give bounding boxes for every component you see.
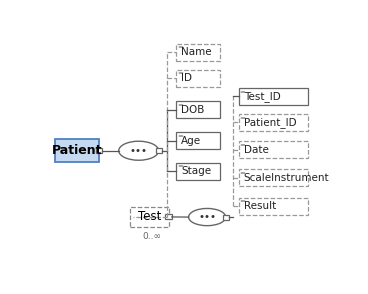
FancyBboxPatch shape: [238, 169, 308, 186]
Text: Result: Result: [244, 201, 276, 211]
FancyBboxPatch shape: [130, 207, 169, 227]
FancyBboxPatch shape: [176, 101, 220, 118]
Text: ScaleInstrument: ScaleInstrument: [244, 173, 329, 183]
Text: =: =: [177, 71, 183, 77]
Ellipse shape: [119, 141, 159, 160]
Text: =: =: [240, 170, 245, 176]
Text: ID: ID: [181, 73, 192, 83]
FancyBboxPatch shape: [54, 139, 99, 162]
Text: =: =: [240, 199, 245, 205]
Text: =: =: [240, 89, 245, 95]
FancyBboxPatch shape: [238, 88, 308, 105]
FancyBboxPatch shape: [176, 132, 220, 149]
Text: Date: Date: [244, 145, 269, 155]
Text: =: =: [177, 163, 183, 170]
Text: =: =: [177, 45, 183, 51]
FancyBboxPatch shape: [176, 70, 220, 87]
Text: Name: Name: [181, 47, 212, 57]
Text: =: =: [177, 133, 183, 139]
Ellipse shape: [188, 208, 226, 226]
FancyBboxPatch shape: [238, 198, 308, 215]
Text: 0..∞: 0..∞: [143, 232, 162, 241]
Bar: [223, 215, 229, 220]
Text: Test_ID: Test_ID: [244, 91, 280, 102]
Text: =: =: [240, 115, 245, 121]
Text: Stage: Stage: [181, 166, 211, 176]
Text: DOB: DOB: [181, 105, 204, 115]
Bar: [166, 214, 172, 219]
Text: =: =: [177, 102, 183, 108]
FancyBboxPatch shape: [238, 114, 308, 131]
Text: •••: •••: [198, 212, 216, 222]
Text: =: =: [240, 142, 245, 148]
Text: Patient_ID: Patient_ID: [244, 117, 296, 128]
FancyBboxPatch shape: [176, 44, 220, 61]
FancyBboxPatch shape: [176, 163, 220, 180]
Bar: [156, 148, 162, 153]
FancyBboxPatch shape: [238, 141, 308, 158]
Text: Patient: Patient: [52, 144, 102, 157]
Text: Test: Test: [138, 211, 161, 223]
Text: •••: •••: [130, 146, 148, 156]
Text: Age: Age: [181, 136, 201, 146]
Bar: [96, 148, 102, 153]
